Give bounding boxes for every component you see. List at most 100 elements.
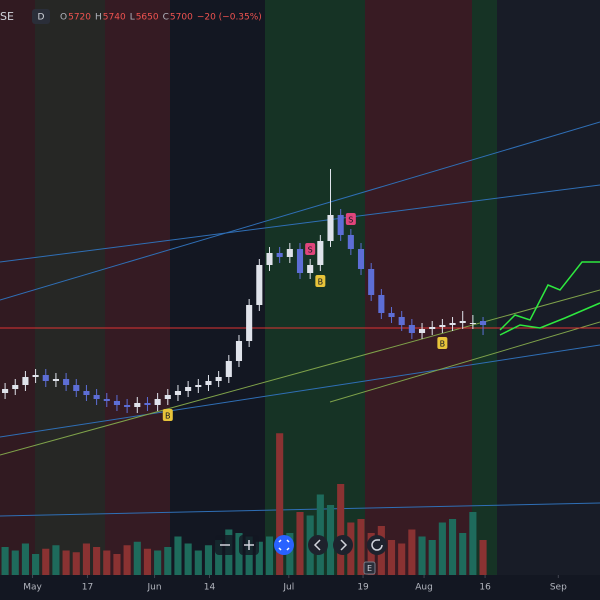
- icon: [371, 539, 383, 551]
- scroll-left-button[interactable]: [308, 535, 328, 555]
- icon: [278, 539, 290, 551]
- signal-marker: [162, 409, 173, 421]
- signal-label: B: [165, 412, 171, 421]
- volume-bar: [418, 536, 426, 575]
- candle-body: [449, 323, 456, 325]
- reset-button[interactable]: [367, 535, 387, 555]
- volume-bar: [184, 543, 192, 575]
- candle-body: [42, 375, 49, 381]
- volume-bar: [103, 550, 111, 575]
- signal-label: S: [308, 246, 313, 255]
- x-axis: May 17 Jun 14 Jul 19 Aug 16 Sep: [23, 575, 567, 593]
- candle-body: [317, 241, 324, 265]
- volume-bar: [337, 484, 345, 575]
- volume-bar: [143, 548, 152, 575]
- ohlc-value: 5650: [136, 13, 159, 23]
- candle-body: [225, 361, 232, 377]
- volume-bar: [245, 536, 253, 575]
- volume-bar: [387, 540, 396, 575]
- x-axis-area: [0, 575, 600, 600]
- candle-body: [32, 375, 39, 377]
- earnings-marker: [363, 561, 376, 575]
- x-tick-label: Aug: [415, 583, 433, 593]
- volume-bar: [326, 505, 335, 575]
- candle-body: [113, 401, 120, 405]
- band-red: [365, 0, 472, 575]
- candle-body: [195, 385, 202, 387]
- candle-body: [174, 391, 182, 395]
- volume-bar: [459, 533, 467, 575]
- band-green: [472, 0, 497, 575]
- volume-bar: [428, 540, 436, 575]
- symbol: SE: [0, 10, 14, 23]
- candle-body: [307, 265, 314, 273]
- trend-line: [329, 321, 600, 403]
- volume-bar: [469, 512, 477, 575]
- band-red: [0, 0, 35, 575]
- interval[interactable]: D: [38, 13, 45, 23]
- candle-body: [378, 295, 385, 313]
- candle-body: [459, 321, 466, 323]
- signal-marker: [437, 337, 448, 349]
- volume-bar: [154, 550, 162, 575]
- ohlc-label: L: [130, 13, 135, 23]
- volume-bar: [42, 548, 50, 575]
- candle-body: [296, 249, 304, 273]
- signal-label: B: [440, 340, 446, 349]
- scroll-right-button[interactable]: [333, 535, 353, 555]
- band-green: [35, 0, 105, 575]
- candle-body: [276, 253, 283, 257]
- volume-bar: [93, 547, 101, 575]
- volume-bar: [316, 494, 324, 575]
- candle-body: [469, 323, 476, 324]
- forecast-line: [499, 261, 600, 331]
- volume-bar: [164, 547, 172, 575]
- volume-bar: [32, 554, 40, 575]
- candle-body: [388, 313, 395, 317]
- x-tick-label: Sep: [550, 583, 567, 593]
- volume-bar: [11, 550, 19, 575]
- candle-body: [327, 215, 334, 241]
- volume-bar: [194, 550, 202, 575]
- candle-body: [63, 379, 70, 385]
- icon: [244, 540, 254, 550]
- volume-bar: [62, 550, 70, 575]
- candle-body: [256, 265, 263, 305]
- volume-bar: [286, 533, 294, 575]
- ohlc-label: H: [95, 13, 102, 23]
- volume-bar: [265, 536, 274, 575]
- candle-body: [480, 321, 487, 325]
- candle-body: [266, 253, 273, 265]
- candle-body: [398, 317, 405, 325]
- volume-bar: [82, 543, 90, 575]
- icon: [313, 539, 321, 551]
- volume-bar: [21, 543, 29, 575]
- volume-bar: [276, 433, 284, 575]
- trend-lines: [0, 121, 600, 517]
- volume-bar: [408, 529, 416, 575]
- interval-badge[interactable]: [32, 9, 50, 24]
- volume-bar: [72, 552, 80, 575]
- signal-label: B: [318, 278, 324, 287]
- volume-bar: [438, 522, 446, 575]
- signal-marker: [315, 275, 326, 287]
- candle-body: [205, 381, 212, 385]
- volume-bar: [255, 541, 263, 575]
- volume-bar: [174, 536, 182, 575]
- candle-body: [368, 269, 375, 295]
- candle-body: [154, 399, 161, 405]
- candle-body: [439, 325, 446, 327]
- x-tick-label: 17: [82, 583, 93, 593]
- candle-body: [12, 385, 19, 389]
- icon: [340, 539, 348, 551]
- x-tick-label: Jul: [282, 583, 294, 593]
- candle-body: [2, 389, 9, 393]
- change: −20 (−0.35%): [197, 13, 262, 23]
- reset-scale-button[interactable]: [274, 535, 294, 555]
- volume-bar: [367, 533, 375, 575]
- trend-line: [0, 184, 600, 263]
- candle-body: [22, 377, 29, 385]
- volume-bar: [479, 540, 487, 575]
- candle-body: [429, 327, 436, 329]
